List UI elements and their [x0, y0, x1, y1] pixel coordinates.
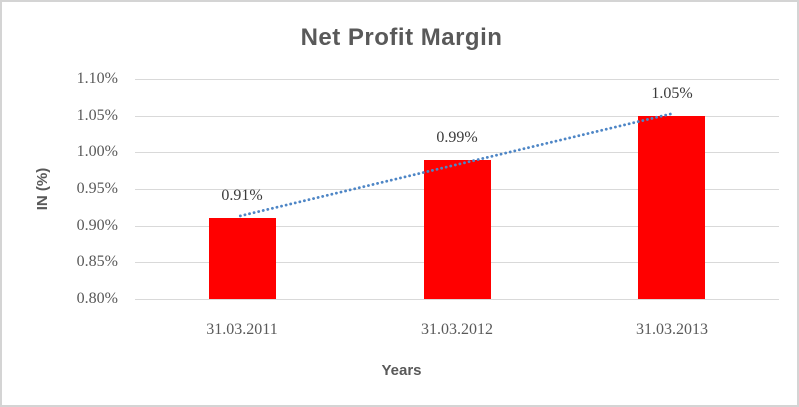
y-tick-label: 1.00% [76, 143, 118, 160]
bar-value-label: 0.91% [221, 187, 263, 204]
chart-title: Net Profit Margin [300, 24, 503, 51]
x-category-label: 31.03.2012 [421, 321, 493, 338]
x-axis-title: Years [381, 362, 422, 379]
y-tick-label: 0.95% [76, 180, 118, 197]
bar[interactable] [638, 116, 705, 299]
gridline [135, 299, 779, 300]
gridline [135, 79, 779, 80]
bar[interactable] [424, 160, 491, 299]
y-tick-label: 1.05% [76, 107, 118, 124]
x-category-label: 31.03.2013 [636, 321, 708, 338]
bar-value-label: 1.05% [651, 85, 693, 102]
y-tick-label: 0.85% [76, 253, 118, 270]
y-tick-label: 0.80% [76, 290, 118, 307]
bar[interactable] [209, 218, 276, 299]
y-tick-label: 1.10% [76, 70, 118, 87]
bar-value-label: 0.99% [436, 129, 478, 146]
y-tick-label: 0.90% [76, 217, 118, 234]
x-category-label: 31.03.2011 [206, 321, 278, 338]
